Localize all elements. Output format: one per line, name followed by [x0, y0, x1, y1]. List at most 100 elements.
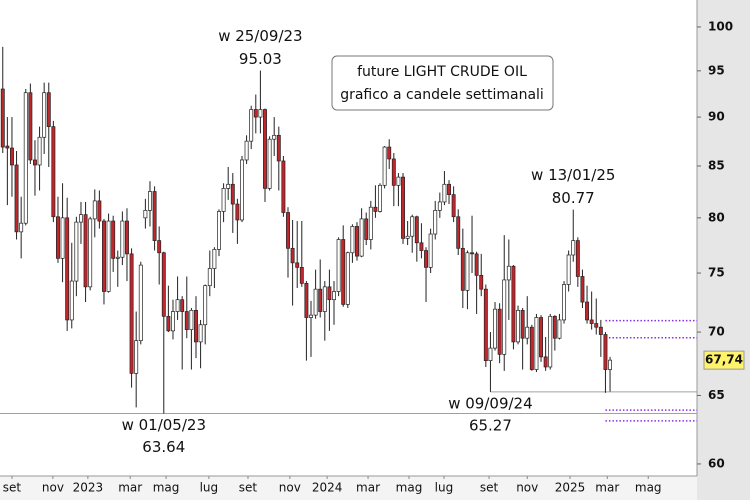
- levels: [0, 319, 697, 422]
- candle-body: [566, 254, 571, 285]
- candle-body: [313, 288, 318, 316]
- candle-body: [212, 249, 217, 269]
- candle-body: [221, 188, 226, 212]
- candle-body: [304, 283, 309, 318]
- y-axis-panel: [697, 0, 750, 500]
- candle-body: [410, 216, 415, 237]
- candle-body: [506, 265, 511, 281]
- candle-body: [575, 240, 580, 277]
- candle-body: [479, 274, 484, 290]
- candle-body: [442, 183, 447, 203]
- chart-subtitle: grafico a candele settimanali: [340, 87, 544, 103]
- candle-body: [465, 252, 470, 291]
- y-tick-label: 100: [708, 19, 733, 33]
- candle-body: [405, 235, 410, 239]
- candle-body: [350, 226, 355, 254]
- candle-body: [157, 240, 162, 254]
- candle-body: [120, 220, 125, 258]
- candle-body: [594, 323, 599, 328]
- candle-body: [373, 206, 378, 212]
- candle-body: [152, 191, 157, 241]
- x-tick-label: 2023: [73, 481, 104, 495]
- x-tick-label: mar: [595, 481, 619, 495]
- candle-body: [249, 109, 254, 142]
- candle-body: [299, 267, 304, 284]
- candle-body: [42, 92, 47, 138]
- candle-body: [19, 222, 24, 233]
- x-tick-label: 2024: [312, 481, 343, 495]
- candle-body: [92, 200, 97, 220]
- candle-body: [552, 315, 557, 339]
- x-axis-panel: [0, 476, 697, 500]
- candle-body: [88, 218, 93, 288]
- candle-body: [571, 240, 576, 256]
- y-tick-label: 80: [708, 210, 725, 224]
- candle-body: [562, 284, 566, 321]
- x-tick-label: mar: [118, 481, 142, 495]
- candle-body: [336, 239, 341, 292]
- candle-body: [189, 309, 194, 330]
- candle-body: [161, 252, 166, 317]
- x-tick-label: lug: [435, 481, 454, 495]
- annotation-value: 63.64: [142, 438, 185, 456]
- candle-body: [51, 126, 56, 218]
- candle-body: [281, 160, 286, 213]
- title-box: [331, 55, 554, 111]
- candle-body: [525, 326, 530, 339]
- candle-body: [184, 311, 189, 330]
- annotation-date: w 25/09/23: [218, 27, 302, 45]
- candle-body: [226, 183, 231, 189]
- x-tick-label: lug: [200, 481, 219, 495]
- candle-body: [235, 203, 240, 221]
- candle-body: [391, 158, 396, 186]
- candle-body: [194, 309, 198, 343]
- x-tick-label: mar: [356, 481, 380, 495]
- candle-body: [516, 309, 520, 343]
- candle-body: [14, 164, 19, 233]
- candle-body: [267, 138, 272, 189]
- candle-body: [327, 286, 332, 301]
- candle-body: [102, 220, 106, 292]
- candle-body: [474, 253, 479, 276]
- candle-body: [447, 183, 451, 195]
- candle-body: [28, 92, 33, 161]
- candle-body: [470, 252, 474, 255]
- candle-body: [5, 145, 10, 149]
- candle-body: [359, 218, 364, 257]
- candle-body: [125, 220, 129, 255]
- candle-body: [497, 308, 502, 355]
- candle-body: [111, 220, 116, 259]
- candle-body: [382, 146, 387, 186]
- y-tick-label: 75: [708, 266, 725, 280]
- candle-body: [529, 326, 534, 370]
- last-price-label: 67,74: [705, 353, 743, 367]
- candle-body: [258, 109, 263, 118]
- candle-body: [483, 288, 488, 361]
- candle-body: [23, 92, 28, 224]
- candle-body: [138, 264, 143, 342]
- candle-body: [424, 250, 428, 268]
- candle-body: [493, 308, 497, 349]
- y-tick-label: 70: [708, 325, 725, 339]
- last-price-box: [703, 350, 745, 370]
- candle-body: [539, 317, 543, 358]
- candle-body: [272, 134, 277, 140]
- candle-body: [290, 247, 295, 264]
- candle-body: [10, 147, 14, 166]
- x-tick-label: mag: [153, 481, 180, 495]
- y-tick-label: 65: [708, 388, 725, 402]
- candle-body: [322, 286, 327, 312]
- annotation-date: w 09/09/24: [448, 394, 532, 412]
- candle-body: [309, 314, 313, 318]
- candle-body: [598, 326, 603, 335]
- candle-body: [60, 217, 65, 259]
- candle-body: [240, 159, 244, 221]
- candle-body: [217, 211, 221, 250]
- candle-body: [0, 88, 5, 148]
- candle-body: [332, 291, 336, 301]
- annotation-date: w 01/05/23: [122, 416, 206, 434]
- annotation-value: 80.77: [552, 189, 595, 207]
- x-tick-label: set: [3, 481, 22, 495]
